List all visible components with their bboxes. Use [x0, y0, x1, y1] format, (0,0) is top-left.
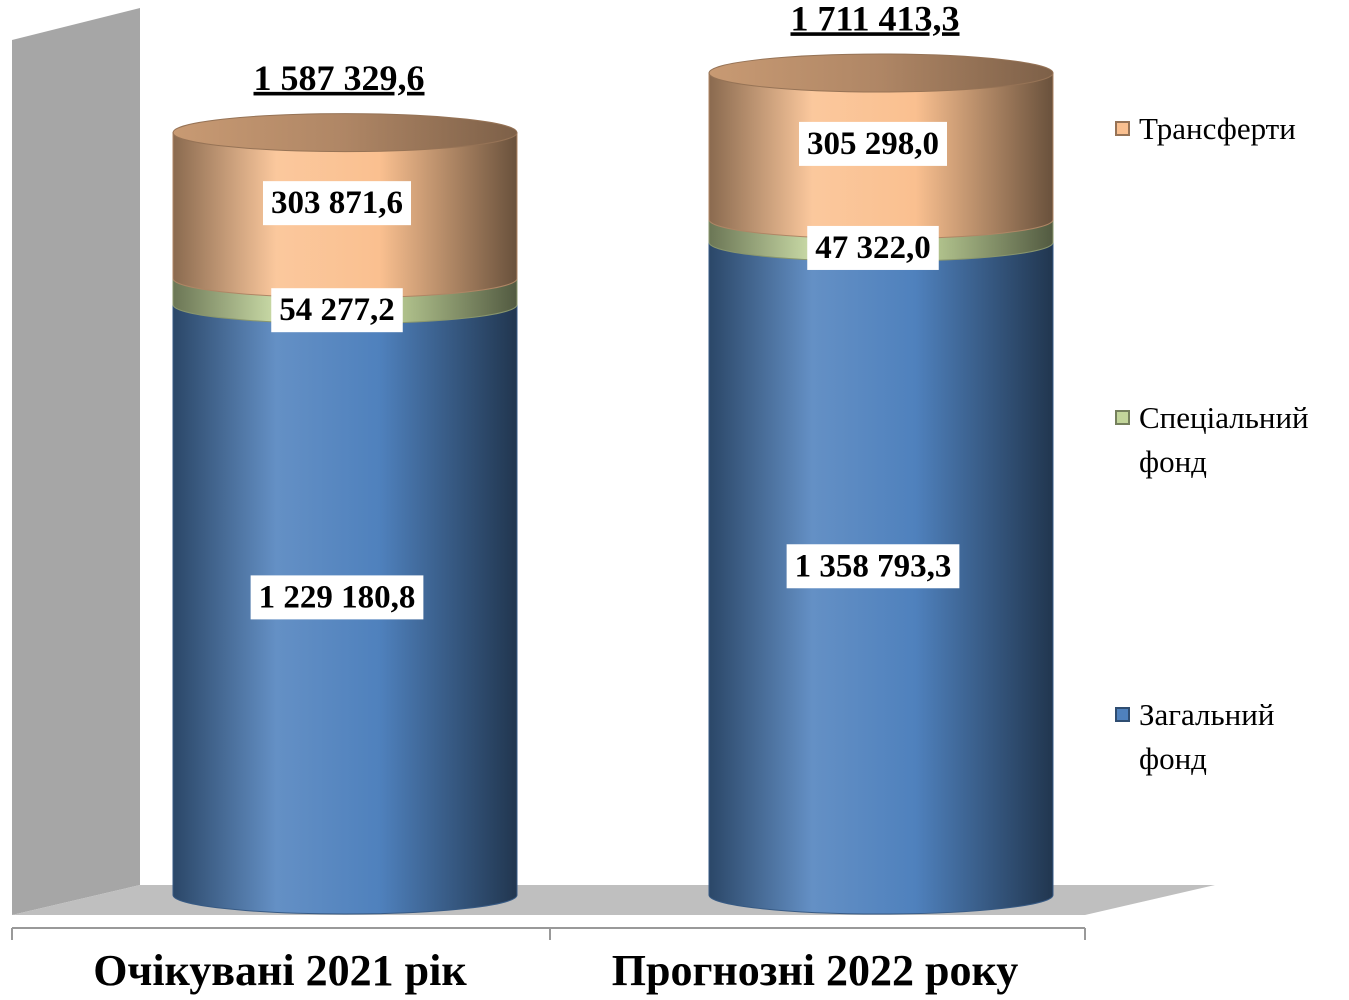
- data-label-box: [271, 288, 403, 333]
- data-label-box: [250, 575, 424, 620]
- legend-label: Трансферти: [1139, 111, 1296, 146]
- data-label-box: [786, 544, 960, 589]
- bar-top: [708, 53, 1054, 93]
- legend-swatch: [1115, 121, 1130, 136]
- data-label: 47 322,0: [815, 230, 931, 266]
- bar-top: [172, 113, 518, 153]
- data-label-box: [807, 225, 939, 270]
- data-label-box: [263, 181, 411, 226]
- data-label: 1 358 793,3: [795, 548, 952, 584]
- legend-item: Спеціальний фонд: [1115, 396, 1345, 484]
- legend-item: Трансферти: [1115, 107, 1345, 151]
- data-label-box: [799, 121, 947, 166]
- legend-swatch: [1115, 410, 1130, 425]
- data-label: 305 298,0: [807, 126, 939, 162]
- x-tick-label: Очікувані 2021 рік: [93, 946, 467, 995]
- legend-swatch: [1115, 707, 1130, 722]
- total-label: 1 711 413,3: [790, 0, 959, 38]
- total-label: 1 587 329,6: [254, 58, 425, 98]
- data-label: 54 277,2: [279, 292, 395, 328]
- legend-label: Спеціальний фонд: [1139, 400, 1309, 479]
- x-tick-label: Прогнозні 2022 року: [612, 946, 1018, 995]
- back-wall: [12, 8, 140, 915]
- data-label: 303 871,6: [271, 185, 403, 221]
- data-label: 1 229 180,8: [259, 579, 416, 615]
- legend-label: Загальний фонд: [1139, 697, 1275, 776]
- legend-item: Загальний фонд: [1115, 693, 1345, 781]
